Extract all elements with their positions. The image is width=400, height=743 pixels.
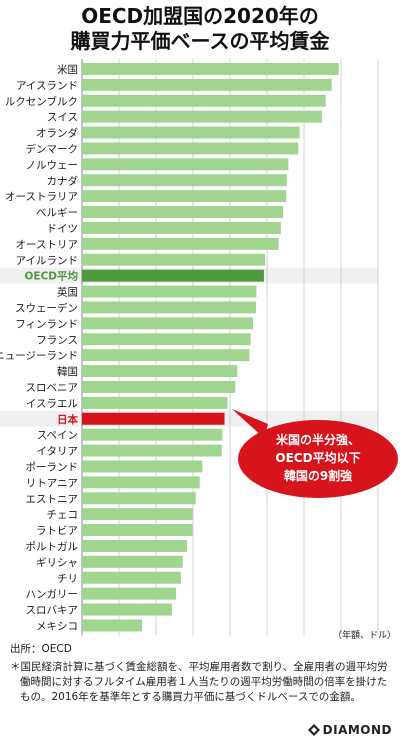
chart-title-line-2: 購買力平価ベースの平均賃金 xyxy=(70,29,330,53)
callout-bubble xyxy=(238,420,398,498)
callout-line-1: 米国の半分強、 xyxy=(276,432,360,447)
bar-28 xyxy=(82,492,196,505)
category-label: ノルウェー xyxy=(26,159,79,171)
category-label: OECD平均 xyxy=(24,270,78,283)
category-label: スペイン xyxy=(37,430,78,442)
bar-34 xyxy=(82,587,177,600)
source-text: 出所：OECD xyxy=(10,643,72,655)
category-label: スロバキア xyxy=(26,605,79,617)
bar-19 xyxy=(82,349,250,362)
bar-4 xyxy=(82,110,322,123)
callout-line-3: 韓国の9割強 xyxy=(284,468,352,483)
category-label: 韓国 xyxy=(57,366,78,378)
category-label: オーストリア xyxy=(16,239,78,251)
category-label: ハンガリー xyxy=(26,589,79,601)
category-label: イタリア xyxy=(36,446,78,458)
bar-1 xyxy=(82,62,339,75)
bar-32 xyxy=(82,555,183,568)
bar-36 xyxy=(82,619,143,632)
category-label: 米国 xyxy=(57,63,78,76)
category-label: デンマーク xyxy=(26,142,79,155)
bar-27 xyxy=(82,476,200,489)
bar-14 xyxy=(82,269,264,282)
callout-japan: 米国の半分強、 OECD平均以下 韓国の9割強 xyxy=(232,409,398,498)
bar-18 xyxy=(82,333,251,346)
bar-23 xyxy=(82,412,225,425)
bar-9 xyxy=(82,190,287,203)
bar-15 xyxy=(82,285,257,298)
category-label: チリ xyxy=(57,573,78,585)
category-label: ギリシャ xyxy=(36,557,78,569)
brand-name: DIAMOND xyxy=(322,723,392,737)
bar-24 xyxy=(82,428,223,441)
category-label: アイルランド xyxy=(16,255,78,267)
category-label: ベルギー xyxy=(36,207,78,219)
bar-25 xyxy=(82,444,222,457)
x-axis-label: （年額、ドル） xyxy=(333,629,396,640)
bar-2 xyxy=(82,78,332,91)
bar-35 xyxy=(82,603,172,616)
bar-26 xyxy=(82,460,203,473)
category-label: フィンランド xyxy=(15,318,78,330)
category-label: スウェーデン xyxy=(15,301,78,314)
bar-20 xyxy=(82,365,238,378)
bar-6 xyxy=(82,142,299,155)
bar-16 xyxy=(82,301,256,314)
bar-11 xyxy=(82,221,281,234)
bar-21 xyxy=(82,380,236,393)
bar-30 xyxy=(82,524,193,537)
category-label: ポーランド xyxy=(26,461,79,473)
brand-logo: DIAMOND xyxy=(307,723,392,737)
footer: 出所：OECD ＊国民経済計算に基づく賃金総額を、平均雇用者数で割り、全雇用者の… xyxy=(10,642,396,705)
category-label: ルクセンブルク xyxy=(5,95,78,108)
bar-13 xyxy=(82,253,266,266)
bar-chart: 米国アイスランドルクセンブルクスイスオランダデンマークノルウェーカナダオーストラ… xyxy=(0,59,398,640)
category-label: スロベニア xyxy=(26,382,79,394)
bar-22 xyxy=(82,396,228,409)
category-label: ポルトガル xyxy=(26,541,79,553)
category-label: オランダ xyxy=(36,127,78,140)
bar-7 xyxy=(82,158,289,171)
bar-33 xyxy=(82,571,181,584)
category-label: エストニア xyxy=(26,493,79,505)
category-label: ドイツ xyxy=(47,223,79,235)
category-label: 英国 xyxy=(57,286,78,299)
bar-3 xyxy=(82,94,326,107)
bar-5 xyxy=(82,126,300,139)
category-label: ニュージーランド xyxy=(0,350,78,362)
category-label: 日本 xyxy=(57,413,78,426)
bar-12 xyxy=(82,237,279,250)
footnote-text: ＊国民経済計算に基づく賃金総額を、平均雇用者数で割り、全雇用者の週平均労働時間に… xyxy=(10,661,388,703)
bar-10 xyxy=(82,206,284,219)
callout-line-2: OECD平均以下 xyxy=(275,450,360,465)
chart-title-line-1: OECD加盟国の2020年の xyxy=(81,4,319,28)
callout-pointer xyxy=(232,409,268,438)
category-label: イスラエル xyxy=(26,398,78,410)
category-label: リトアニア xyxy=(26,477,78,489)
bar-17 xyxy=(82,317,254,330)
category-label: メキシコ xyxy=(36,620,78,632)
category-label: スイス xyxy=(47,112,78,124)
chart-title: OECD加盟国の2020年の 購買力平価ベースの平均賃金 xyxy=(0,4,400,54)
category-label: チェコ xyxy=(47,509,79,521)
diamond-icon xyxy=(307,724,320,736)
category-label: カナダ xyxy=(47,174,79,187)
category-label: フランス xyxy=(36,334,78,346)
bar-8 xyxy=(82,174,287,187)
category-label: アイスランド xyxy=(16,80,78,92)
bar-31 xyxy=(82,539,188,552)
bar-29 xyxy=(82,508,193,521)
category-label: オーストラリア xyxy=(5,191,78,203)
category-label: ラトビア xyxy=(36,525,78,537)
